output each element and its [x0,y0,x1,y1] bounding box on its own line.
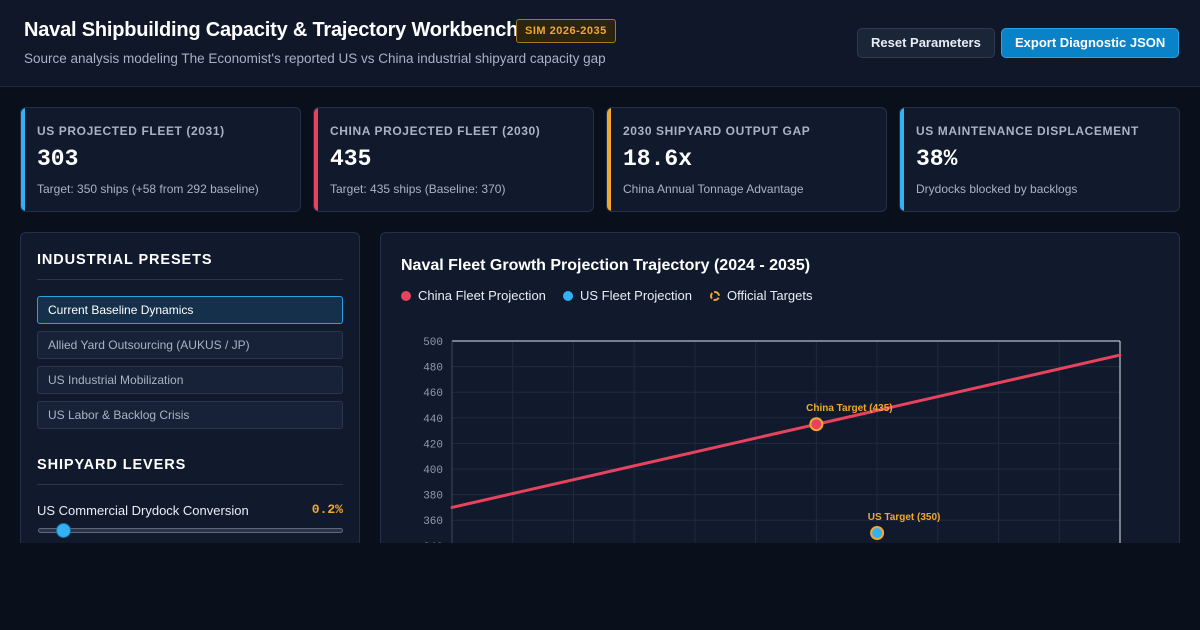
y-tick-label: 480 [423,363,443,375]
preset-labor-crisis[interactable]: US Labor & Backlog Crisis [37,401,343,429]
us-target-label: US Target (350) [868,512,941,523]
kpi-label: US PROJECTED FLEET (2031) [37,124,225,138]
china-target-label: China Target (435) [806,403,893,414]
kpi-subtext: Drydocks blocked by backlogs [916,182,1078,196]
legend-targets[interactable]: Official Targets [710,288,813,303]
legend-us[interactable]: US Fleet Projection [563,288,692,303]
kpi-value: 18.6x [623,146,693,172]
drydock-conversion-slider[interactable] [38,528,343,533]
kpi-value: 38% [916,146,958,172]
y-tick-label: 460 [423,388,443,400]
slider-thumb[interactable] [55,523,71,538]
drydock-conversion-value: 0.2% [311,502,343,517]
kpi-label: US MAINTENANCE DISPLACEMENT [916,124,1139,138]
legend-china-swatch [401,290,411,301]
legend-targets-label: Official Targets [727,288,813,303]
kpi-subtext: China Annual Tonnage Advantage [623,182,804,196]
controls-panel: INDUSTRIAL PRESETS Current Baseline Dyna… [20,232,360,562]
levers-title: SHIPYARD LEVERS [37,457,187,473]
legend-us-swatch [563,290,573,301]
kpi-subtext: Target: 350 ships (+58 from 292 baseline… [37,182,259,196]
kpi-card-china-fleet: CHINA PROJECTED FLEET (2030) 435 Target:… [313,107,594,212]
divider [37,484,343,485]
kpi-subtext: Target: 435 ships (Baseline: 370) [330,182,506,196]
kpi-card-us-fleet: US PROJECTED FLEET (2031) 303 Target: 35… [20,107,301,212]
presets-title: INDUSTRIAL PRESETS [37,252,213,268]
legend-china[interactable]: China Fleet Projection [401,288,546,303]
legend-china-label: China Fleet Projection [418,288,546,303]
export-json-button[interactable]: Export Diagnostic JSON [1001,28,1180,58]
china-target-point [809,417,824,432]
y-tick-label: 380 [423,491,443,503]
drydock-conversion-label: US Commercial Drydock Conversion [37,503,249,518]
kpi-value: 303 [37,146,79,172]
preset-us-mobilization[interactable]: US Industrial Mobilization [37,366,343,394]
kpi-label: CHINA PROJECTED FLEET (2030) [330,124,541,138]
kpi-accent-bar [314,108,318,211]
kpi-accent-bar [21,108,25,211]
page-title: Naval Shipbuilding Capacity & Trajectory… [24,19,519,41]
y-tick-label: 360 [423,516,443,528]
y-tick-label: 500 [423,337,443,349]
kpi-card-output-gap: 2030 SHIPYARD OUTPUT GAP 18.6x China Ann… [606,107,887,212]
reset-parameters-button[interactable]: Reset Parameters [857,28,995,58]
page-subtitle: Source analysis modeling The Economist's… [24,51,606,66]
header: Naval Shipbuilding Capacity & Trajectory… [0,0,1200,87]
preset-current-baseline[interactable]: Current Baseline Dynamics [37,296,343,324]
preset-allied-outsourcing[interactable]: Allied Yard Outsourcing (AUKUS / JP) [37,331,343,359]
legend-targets-swatch [710,290,720,301]
kpi-card-maintenance: US MAINTENANCE DISPLACEMENT 38% Drydocks… [899,107,1180,212]
page-bottom [0,543,1200,630]
legend-us-label: US Fleet Projection [580,288,692,303]
fleet-projection-chart: 340360380400420440460480500China Target … [423,337,1122,554]
us-target-point [870,526,885,540]
y-tick-label: 440 [423,414,443,426]
y-tick-label: 400 [423,465,443,477]
kpi-label: 2030 SHIPYARD OUTPUT GAP [623,124,811,138]
china-fleet-line [450,353,1122,509]
kpi-value: 435 [330,146,372,172]
chart-panel: 340360380400420440460480500China Target … [380,232,1180,562]
chart-title: Naval Fleet Growth Projection Trajectory… [401,257,811,274]
sim-badge: SIM 2026-2035 [516,19,616,43]
kpi-accent-bar [900,108,904,211]
kpi-accent-bar [607,108,611,211]
y-tick-label: 420 [423,439,443,451]
divider [37,279,343,280]
